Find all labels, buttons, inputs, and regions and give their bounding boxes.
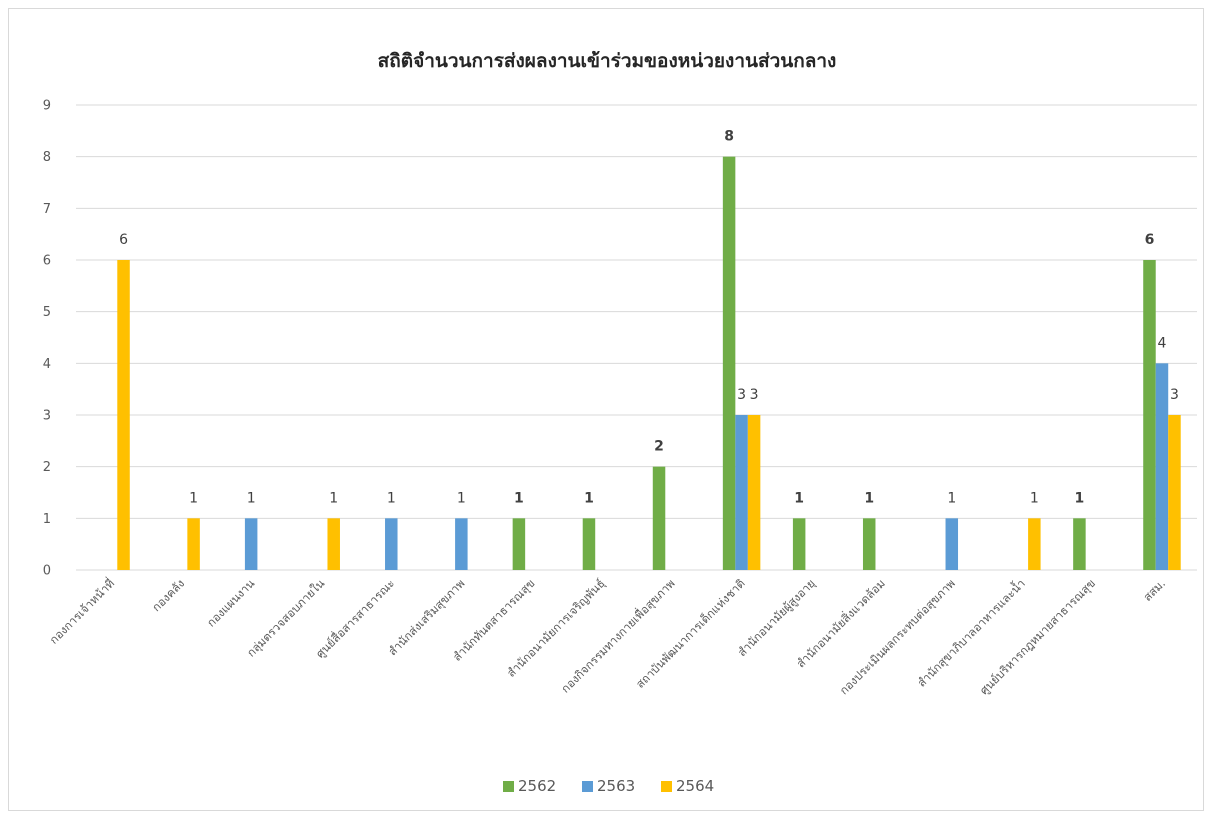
- data-label: 1: [947, 490, 956, 506]
- y-axis-ticks: 0 1 2 3 4 5 6 7 8 9: [43, 99, 51, 579]
- bar-2562: [722, 156, 736, 570]
- x-axis-ticks: กองการเจ้าหน้าที่ กองคลัง กองแผนงานกลุ่มตร…: [46, 576, 1168, 698]
- bar-2564: [117, 260, 130, 570]
- bar-2562: [1073, 518, 1086, 570]
- data-label: 1: [247, 490, 256, 506]
- bar-2564: [1028, 518, 1041, 570]
- data-label: 1: [584, 490, 594, 506]
- bar-2563: [945, 518, 959, 570]
- data-label: 3: [1170, 387, 1179, 403]
- x-tick-label: สำนักส่งเสริมสุขภาพ: [385, 576, 467, 658]
- bar-2563: [385, 518, 398, 570]
- bar-2564: [1168, 415, 1181, 570]
- bar-2562: [792, 518, 806, 570]
- data-label: 1: [864, 490, 874, 506]
- legend-swatch-2562: [503, 781, 514, 792]
- x-tick-label: สถาบันพัฒนาการเด็กแห่งชาติ: [632, 576, 747, 691]
- y-tick-label: 9: [43, 99, 51, 114]
- x-tick-label: สสม.: [1140, 576, 1168, 604]
- data-label: 3: [737, 387, 746, 403]
- y-tick-label: 3: [43, 409, 51, 424]
- gridlines: [76, 104, 1197, 571]
- legend-label-2562: 2562: [518, 777, 556, 795]
- data-label: 1: [514, 490, 524, 506]
- bar-2562: [862, 518, 876, 570]
- bar-2564: [187, 518, 200, 570]
- x-tick-label: กองกิจกรรมทางกายเพื่อสุขภาพ: [558, 576, 678, 696]
- x-tick-label: กองการเจ้าหน้าที่: [46, 576, 117, 647]
- y-tick-label: 4: [43, 357, 51, 372]
- bar-2562: [652, 466, 666, 570]
- bars: [117, 156, 1181, 570]
- bar-2562: [512, 518, 526, 570]
- bar-2562: [1143, 260, 1156, 570]
- bar-2564: [747, 415, 761, 570]
- data-label: 2: [654, 439, 664, 455]
- x-tick-label: กองแผนงาน: [204, 576, 257, 629]
- y-tick-label: 6: [43, 254, 51, 269]
- y-tick-label: 7: [43, 202, 51, 217]
- legend-label-2563: 2563: [597, 777, 635, 795]
- legend-swatch-2563: [582, 781, 593, 792]
- bar-2562: [582, 518, 596, 570]
- data-label: 6: [119, 232, 128, 248]
- chart-title: สถิติจำนวนการส่งผลงานเข้าร่วมของหน่วยงาน…: [378, 50, 837, 72]
- x-tick-label: ศูนย์บริหารกฎหมายสาธารณสุข: [977, 576, 1098, 697]
- y-tick-label: 5: [43, 305, 51, 320]
- data-label: 4: [1158, 335, 1167, 351]
- data-label: 1: [1030, 490, 1039, 506]
- data-label: 1: [794, 490, 804, 506]
- data-label: 1: [189, 490, 198, 506]
- y-tick-label: 1: [43, 512, 51, 527]
- y-tick-label: 8: [43, 150, 51, 165]
- data-label: 1: [1075, 490, 1085, 506]
- bar-2564: [327, 518, 340, 570]
- data-label: 1: [457, 490, 466, 506]
- y-tick-label: 0: [43, 564, 51, 579]
- data-label: 6: [1145, 232, 1155, 248]
- legend-label-2564: 2564: [676, 777, 714, 795]
- x-tick-label: สำนักอนามัยผู้สูงอายุ: [735, 576, 818, 659]
- x-tick-label: กองประเมินผลกระทบต่อสุขภาพ: [837, 576, 958, 697]
- x-tick-label: กลุ่มตรวจสอบภายใน: [244, 576, 327, 659]
- legend-swatch-2564: [661, 781, 672, 792]
- y-tick-label: 2: [43, 460, 51, 475]
- chart-frame: สถิติจำนวนการส่งผลงานเข้าร่วมของหน่วยงาน…: [8, 8, 1204, 811]
- bar-2563: [455, 518, 468, 570]
- bar-chart: สถิติจำนวนการส่งผลงานเข้าร่วมของหน่วยงาน…: [43, 50, 1197, 795]
- data-label: 1: [387, 490, 396, 506]
- legend: 2562 2563 2564: [503, 777, 714, 795]
- bar-2563: [735, 415, 748, 570]
- data-label: 8: [724, 129, 734, 145]
- bar-2563: [244, 518, 258, 570]
- data-label: 3: [750, 387, 759, 403]
- bar-2563: [1155, 363, 1169, 570]
- data-label: 1: [329, 490, 338, 506]
- x-tick-label: กองคลัง: [149, 576, 187, 614]
